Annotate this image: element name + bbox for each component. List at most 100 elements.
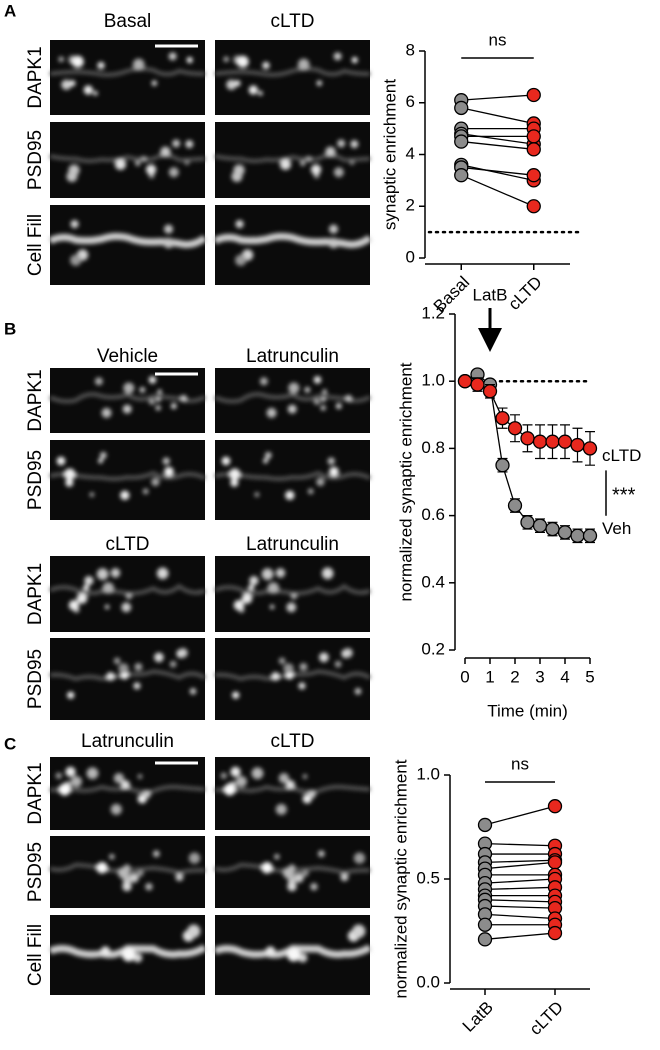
puncta — [164, 466, 174, 477]
data-point — [526, 87, 541, 103]
puncta — [343, 648, 353, 658]
puncta — [109, 853, 115, 860]
puncta — [328, 237, 339, 249]
data-point — [457, 374, 473, 389]
puncta — [185, 140, 194, 149]
image-background — [215, 40, 370, 115]
puncta — [104, 604, 110, 610]
pair-connector — [461, 133, 534, 145]
puncta — [96, 568, 109, 581]
puncta — [113, 773, 125, 784]
puncta — [249, 576, 259, 586]
puncta — [235, 775, 247, 788]
puncta — [120, 780, 131, 790]
puncta — [122, 404, 132, 414]
puncta — [327, 457, 335, 465]
y-tick-label: 8 — [406, 40, 415, 59]
image-column-label: cLTD — [271, 731, 315, 752]
puncta — [110, 568, 121, 578]
image-row-label: DAPK1 — [25, 762, 46, 824]
puncta — [86, 767, 99, 780]
data-point — [570, 528, 585, 543]
data-point — [495, 411, 510, 426]
image-column-label: Latrunculin — [246, 346, 339, 367]
image-content — [214, 451, 371, 500]
micrograph — [213, 205, 373, 285]
micrograph — [214, 40, 371, 115]
image-content — [49, 567, 206, 613]
x-axis-label: Time (min) — [487, 701, 568, 720]
dendrite — [49, 470, 206, 481]
micrograph — [49, 122, 206, 198]
data-point — [477, 817, 493, 833]
puncta — [169, 660, 177, 668]
puncta — [305, 156, 312, 163]
puncta — [67, 691, 75, 699]
puncta — [61, 79, 72, 90]
puncta — [120, 490, 130, 500]
puncta — [155, 405, 161, 411]
x-tick-label: 4 — [560, 667, 569, 686]
image-content — [214, 376, 371, 418]
data-point — [477, 917, 493, 932]
puncta — [163, 237, 174, 249]
puncta — [151, 80, 158, 86]
data-point — [526, 142, 541, 157]
puncta — [251, 767, 264, 780]
puncta — [265, 946, 276, 956]
image-content — [49, 648, 207, 699]
puncta — [142, 790, 151, 799]
puncta — [84, 576, 94, 586]
y-tick-label: 0.4 — [421, 572, 445, 591]
puncta — [121, 602, 132, 613]
puncta — [187, 924, 201, 938]
dendrite — [49, 392, 206, 404]
puncta — [333, 52, 342, 61]
data-point — [470, 377, 485, 392]
puncta — [69, 80, 76, 87]
puncta — [320, 405, 326, 411]
image-row-label: Cell Fill — [25, 214, 46, 276]
pair-connector — [484, 905, 556, 909]
image-column-label: Latrunculin — [246, 534, 339, 555]
pair-connector — [484, 842, 556, 847]
data-point — [547, 925, 563, 941]
image-content — [48, 219, 208, 266]
x-tick-label: 0 — [460, 667, 469, 686]
puncta — [125, 593, 133, 600]
puncta — [145, 883, 153, 891]
puncta — [142, 488, 149, 495]
image-content — [213, 219, 373, 266]
y-tick-label: 6 — [406, 92, 415, 111]
annotation-label: LatB — [473, 285, 508, 304]
puncta — [55, 772, 63, 779]
puncta — [148, 376, 157, 384]
pair-connector — [461, 164, 534, 182]
puncta — [302, 774, 308, 779]
series-line — [464, 373, 590, 537]
puncta — [307, 790, 316, 799]
puncta — [254, 492, 260, 497]
puncta — [275, 803, 287, 815]
puncta — [58, 783, 71, 796]
puncta — [102, 582, 115, 594]
puncta — [334, 660, 342, 668]
puncta — [271, 672, 280, 681]
puncta — [310, 883, 318, 891]
puncta — [288, 864, 296, 871]
puncta — [99, 451, 107, 459]
micrograph — [49, 440, 206, 520]
puncta — [304, 386, 311, 393]
image-column-label: Vehicle — [97, 346, 158, 367]
puncta — [241, 593, 253, 604]
puncta — [175, 873, 184, 882]
puncta — [299, 662, 308, 671]
puncta — [98, 458, 103, 464]
puncta — [226, 79, 237, 90]
puncta — [230, 478, 239, 487]
puncta — [64, 468, 76, 481]
y-axis-label: synaptic enrichment — [380, 79, 399, 230]
puncta — [180, 394, 188, 402]
image-column-label: Basal — [104, 11, 152, 32]
puncta — [286, 602, 297, 613]
